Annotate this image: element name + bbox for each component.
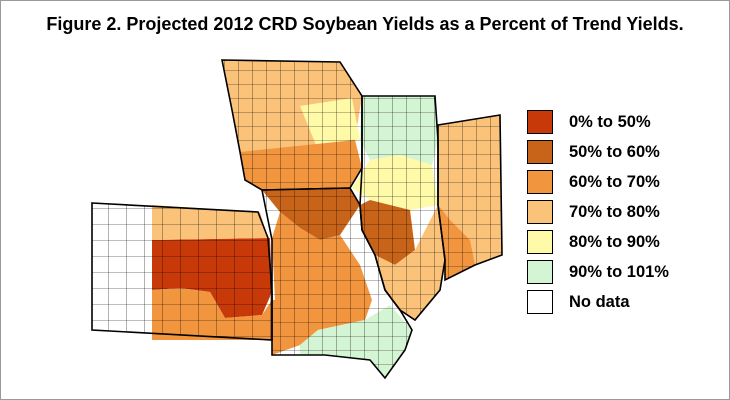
county-grid xyxy=(92,203,272,340)
legend-item: 50% to 60% xyxy=(527,137,669,167)
legend-label: 70% to 80% xyxy=(569,202,660,221)
legend-label: 90% to 101% xyxy=(569,262,669,281)
legend-item: 90% to 101% xyxy=(527,257,669,287)
county-grid xyxy=(222,60,362,190)
legend-item: 70% to 80% xyxy=(527,197,669,227)
legend-swatch xyxy=(527,110,553,134)
figure-title: Figure 2. Projected 2012 CRD Soybean Yie… xyxy=(46,14,684,34)
legend-item: 80% to 90% xyxy=(527,227,669,257)
legend-swatch xyxy=(527,290,553,314)
legend-label: 0% to 50% xyxy=(569,112,651,131)
legend-swatch xyxy=(527,170,553,194)
legend-label: No data xyxy=(569,292,630,311)
county-grid xyxy=(438,115,502,280)
legend-swatch xyxy=(527,260,553,284)
legend-label: 50% to 60% xyxy=(569,142,660,161)
legend-label: 80% to 90% xyxy=(569,232,660,251)
legend-label: 60% to 70% xyxy=(569,172,660,191)
legend-item: No data xyxy=(527,287,669,317)
legend-swatch xyxy=(527,230,553,254)
legend-item: 60% to 70% xyxy=(527,167,669,197)
state-outline xyxy=(437,114,503,282)
legend-swatch xyxy=(527,200,553,224)
legend-item: 0% to 50% xyxy=(527,107,669,137)
legend-swatch xyxy=(527,140,553,164)
legend: 0% to 50% 50% to 60% 60% to 70% 70% to 80% 8… xyxy=(527,107,669,317)
